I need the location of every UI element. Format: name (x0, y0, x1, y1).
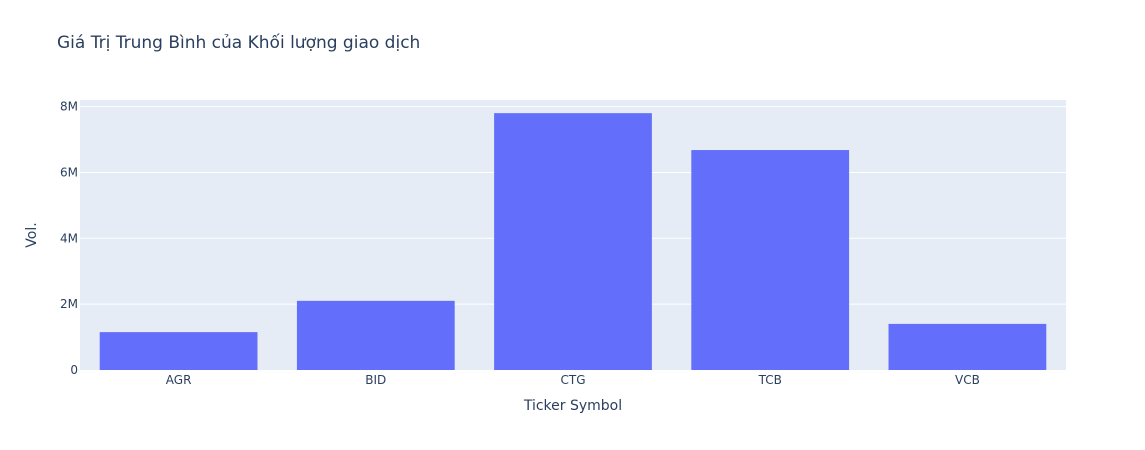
bar-ctg[interactable] (494, 113, 652, 371)
x-tick-label-agr: AGR (166, 373, 192, 387)
y-tick-label: 8M (60, 100, 78, 114)
y-tick-label: 0 (70, 363, 78, 377)
x-axis-ticks: AGR BID CTG TCB VCB (166, 373, 980, 387)
y-tick-label: 4M (60, 231, 78, 245)
bar-bid[interactable] (296, 300, 455, 370)
bar-agr[interactable] (99, 332, 258, 370)
bars (99, 113, 1047, 371)
x-tick-label-vcb: VCB (955, 373, 980, 387)
bar-tcb[interactable] (691, 150, 850, 370)
y-axis-title: Vol. (24, 222, 40, 247)
chart-title: Giá Trị Trung Bình của Khối lượng giao d… (57, 33, 421, 53)
x-tick-label-tcb: TCB (758, 373, 782, 387)
bar-vcb[interactable] (888, 323, 1047, 370)
y-tick-label: 6M (60, 165, 78, 179)
x-axis-title: Ticker Symbol (523, 398, 622, 414)
x-tick-label-bid: BID (365, 373, 386, 387)
y-axis-ticks: 0 2M 4M 6M 8M (60, 100, 78, 377)
x-tick-label-ctg: CTG (560, 373, 585, 387)
y-tick-label: 2M (60, 297, 78, 311)
